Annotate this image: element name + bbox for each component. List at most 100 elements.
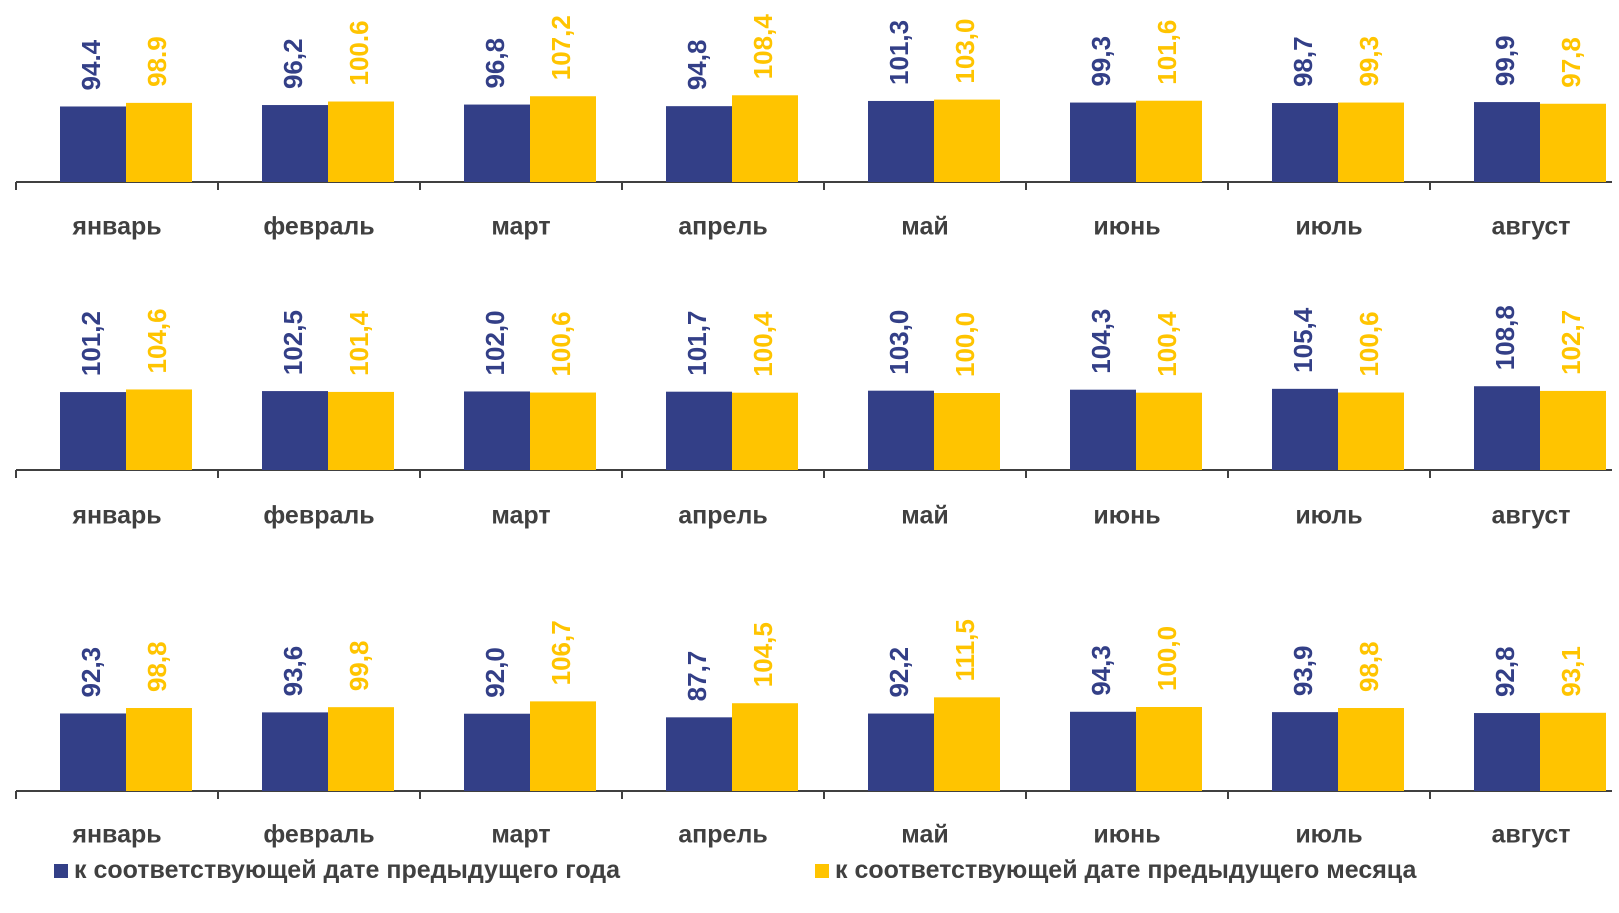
chart-panel-2: 101,2 104,6 январь 102,5 101,4 февраль 102,0 10… [15,305,1612,530]
bar-prev_month [328,101,394,182]
data-label-prev_month: 100,6 [546,311,576,376]
category-label: январь [71,821,161,849]
data-label-prev_year: 105,4 [1288,307,1318,373]
category-label: май [901,213,948,241]
data-label-prev_month: 107,2 [546,15,576,80]
data-label-prev_year: 101,2 [76,311,106,376]
bar-prev_year [868,713,934,791]
bar-prev_year [1070,102,1136,182]
data-label-prev_month: 101,6 [1152,20,1182,85]
data-label-prev_year: 94,3 [1086,645,1116,696]
data-label-prev_year: 92,3 [76,647,106,698]
data-label-prev_year: 87,7 [682,651,712,702]
bar-prev_year [1272,712,1338,791]
category-label: январь [71,502,161,530]
legend-swatch-prev-year [54,863,68,878]
bar-prev_month [530,392,596,470]
bar-prev_month [530,96,596,182]
bar-prev_year [60,392,126,470]
data-label-prev_year: 103,0 [884,310,914,375]
data-label-prev_month: 108,4 [748,14,778,80]
data-label-prev_month: 106,7 [546,620,576,685]
bar-prev_month [1136,100,1202,182]
legend-label-prev-year: к соответствующей дате предыдущего года [74,856,621,884]
bar-prev_year [1272,103,1338,182]
bar-prev_month [328,391,394,470]
category-label: июль [1295,502,1362,530]
category-label: январь [71,213,161,241]
data-label-prev_year: 101,7 [682,311,712,376]
category-label: март [491,821,550,849]
data-label-prev_year: 94,8 [682,40,712,91]
data-label-prev_year: 92,0 [480,647,510,698]
data-label-prev_month: 98,8 [142,641,172,692]
bar-prev_month [1338,102,1404,182]
bar-prev_year [868,100,934,182]
chart-panel-3: 92,3 98,8 январь 93,6 99,8 февраль 92,0 106,7 ма… [15,619,1612,849]
data-label-prev_month: 104,6 [142,308,172,373]
bar-prev_year [1474,386,1540,470]
bar-prev_month [934,697,1000,791]
bar-prev_month [328,707,394,791]
legend: к соответствующей дате предыдущего года … [0,856,1619,896]
data-label-prev_year: 96,8 [480,38,510,89]
bar-prev_month [732,392,798,470]
bar-prev_month [126,102,192,182]
bar-prev_month [126,389,192,470]
bar-prev_year [666,717,732,791]
category-label: май [901,821,948,849]
data-label-prev_month: 100,6 [1354,311,1384,376]
category-label: февраль [263,821,374,849]
data-label-prev_year: 102,5 [278,310,308,375]
bar-prev_month [1136,707,1202,791]
data-label-prev_year: 108,8 [1490,305,1520,370]
bar-prev_year [1272,388,1338,470]
category-label: июль [1295,213,1362,241]
bar-prev_year [666,106,732,182]
bar-prev_year [464,104,530,182]
data-label-prev_month: 100,4 [748,311,778,377]
data-label-prev_month: 100,0 [950,312,980,377]
data-label-prev_year: 98,7 [1288,36,1318,87]
data-label-prev_month: 111,5 [950,619,980,681]
data-label-prev_month: 98,8 [1354,641,1384,692]
data-label-prev_month: 100,0 [1152,626,1182,691]
category-label: июнь [1093,502,1160,530]
data-label-prev_month: 103,0 [950,19,980,84]
category-label: июль [1295,821,1362,849]
bar-prev_month [1540,390,1606,470]
bar-prev_month [934,393,1000,470]
bar-prev_month [530,701,596,791]
bar-prev_year [666,391,732,470]
data-label-prev_year: 96,2 [278,38,308,89]
bar-prev_month [1540,103,1606,182]
bar-prev_month [732,703,798,791]
bar-prev_year [464,713,530,791]
bar-prev_month [126,708,192,791]
bar-prev_year [1474,713,1540,791]
legend-item-prev-year: к соответствующей дате предыдущего года [54,856,620,885]
category-label: февраль [263,213,374,241]
bar-prev_month [1338,392,1404,470]
data-label-prev_year: 104,3 [1086,309,1116,374]
bar-prev_year [262,712,328,791]
category-label: апрель [678,502,767,530]
data-label-prev_year: 102,0 [480,310,510,375]
category-label: август [1491,213,1570,241]
bar-prev_month [732,95,798,182]
bar-prev_month [1338,708,1404,791]
legend-label-prev-month: к соответствующей дате предыдущего месяц… [835,856,1417,884]
bar-prev_year [1474,102,1540,182]
bar-prev_year [1070,711,1136,791]
data-label-prev_month: 97,8 [1556,37,1586,88]
data-label-prev_year: 94.4 [76,39,106,90]
data-label-prev_year: 99,3 [1086,36,1116,87]
bar-prev_year [262,391,328,470]
bar-prev_year [464,391,530,470]
bar-prev_year [60,106,126,182]
category-label: август [1491,502,1570,530]
bar-prev_year [868,390,934,470]
legend-swatch-prev-month [815,863,829,878]
chart-panel-1: 94.4 98.9 январь 96,2 100.6 февраль 96,8 107,2 м… [15,14,1612,241]
